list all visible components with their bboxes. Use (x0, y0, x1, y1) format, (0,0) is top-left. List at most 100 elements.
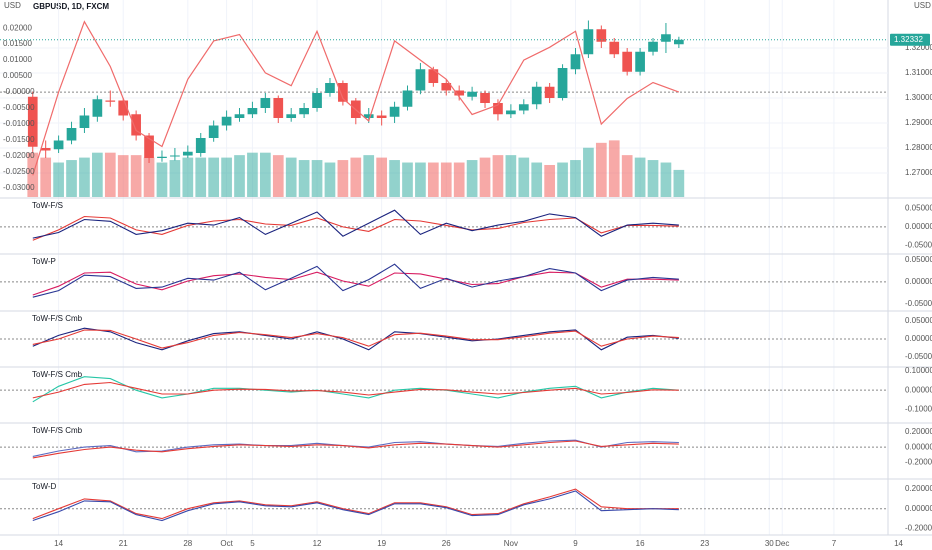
x-tick-label: Oct (220, 539, 233, 548)
candle-body (454, 90, 465, 96)
x-tick-label: 19 (377, 539, 386, 548)
indicator-line (32, 209, 679, 239)
volume-bar (544, 164, 555, 197)
volume-bar (272, 155, 284, 197)
y-tick-label: 0.00000 (905, 222, 932, 231)
candle-body (299, 108, 309, 115)
volume-bar (608, 140, 620, 197)
candle-body (531, 86, 542, 105)
candle-body (157, 156, 167, 158)
price-pane (0, 20, 888, 197)
volume-bar (285, 157, 297, 197)
volume-bar (221, 157, 232, 197)
x-tick-label: 5 (250, 539, 255, 548)
indicator-line (32, 271, 679, 296)
candle-body (389, 106, 400, 117)
y2-tick-label: -0.02500 (3, 167, 35, 176)
volume-bar (182, 157, 194, 197)
x-tick-label: 23 (700, 539, 709, 548)
candle-body (544, 86, 555, 98)
x-tick-label: 28 (183, 539, 192, 548)
indicator-line (32, 488, 679, 520)
volume-bar (389, 160, 400, 197)
candle-body (105, 100, 116, 102)
indicator-pane (0, 488, 888, 522)
volume-bar (415, 162, 426, 197)
y-tick-label: 0.05000 (905, 316, 932, 325)
candle-body (182, 151, 193, 156)
x-tick-label: 9 (573, 539, 578, 548)
volume-bar (247, 152, 258, 197)
volume-bar (427, 162, 439, 197)
volume-bar (505, 155, 517, 197)
candle-body (506, 110, 516, 115)
candle-body (144, 135, 154, 158)
y2-tick-label: -0.01000 (3, 119, 35, 128)
pane-title: ToW-P (32, 257, 56, 266)
x-tick-label: 30 (765, 539, 774, 548)
candle-body (493, 103, 503, 115)
y2-tick-label: -0.01500 (3, 135, 35, 144)
y-tick-label: -0.05000 (905, 352, 932, 361)
y-tick-label: 0.05000 (905, 203, 932, 212)
candle-body (247, 108, 258, 115)
volume-bar (583, 147, 594, 197)
candle-body (53, 140, 64, 150)
volume-bar (350, 157, 362, 197)
x-tick-label: 21 (119, 539, 128, 548)
left-unit: USD (4, 1, 21, 10)
candle-body (27, 96, 38, 147)
volume-bar (324, 162, 336, 197)
candle-body (518, 104, 529, 111)
volume-bar (117, 155, 129, 197)
candle-body (570, 54, 581, 70)
volume-bar (492, 155, 504, 197)
volume-bar (143, 157, 155, 197)
pane-title: ToW-F/S Cmb (32, 370, 83, 379)
candle-body (273, 98, 284, 118)
y-tick-label: -0.05000 (905, 241, 932, 250)
indicator-pane (0, 376, 888, 403)
indicator-line (32, 440, 679, 459)
volume-bar (634, 157, 646, 197)
candle-body (661, 34, 671, 42)
candle-body (363, 114, 374, 118)
y-tick-label: -0.05000 (905, 299, 932, 308)
x-tick-label: Nov (504, 539, 518, 548)
candle-body (596, 29, 607, 42)
volume-bar (92, 152, 103, 197)
candle-body (428, 69, 439, 83)
candle-body (557, 68, 568, 98)
y-tick-label: 0.00000 (905, 385, 932, 394)
indicator-pane (0, 263, 888, 298)
chart-title: GBPUSD, 1D, FXCM (33, 2, 109, 11)
pane-title: ToW-F/S (32, 201, 63, 210)
y-tick-label: -0.10000 (905, 405, 932, 414)
last-price-box (890, 33, 930, 46)
pane-title: ToW-F/S Cmb (32, 314, 83, 323)
y-tick-label: 1.27000 (905, 168, 932, 177)
volume-bar (79, 157, 90, 197)
volume-bar (621, 155, 633, 197)
indicator-line (32, 490, 679, 522)
volume-bar (570, 160, 581, 197)
y2-tick-label: -0.00500 (3, 103, 35, 112)
volume-bar (466, 160, 478, 197)
candle-body (286, 114, 297, 118)
indicator-pane (0, 209, 888, 241)
volume-bar (337, 160, 349, 197)
volume-bar (195, 157, 207, 197)
volume-bar (479, 157, 491, 197)
volume-bar (518, 157, 530, 197)
volume-bar (531, 162, 543, 197)
y2-tick-label: 0.01500 (3, 39, 32, 48)
oscillator-line (32, 20, 680, 176)
y2-tick-label: 0.02000 (3, 23, 32, 32)
candle-body (208, 125, 219, 138)
volume-bar (440, 162, 452, 197)
candle-body (170, 155, 180, 157)
y-tick-label: 1.30000 (905, 93, 932, 102)
y2-tick-label: -0.00000 (3, 87, 35, 96)
